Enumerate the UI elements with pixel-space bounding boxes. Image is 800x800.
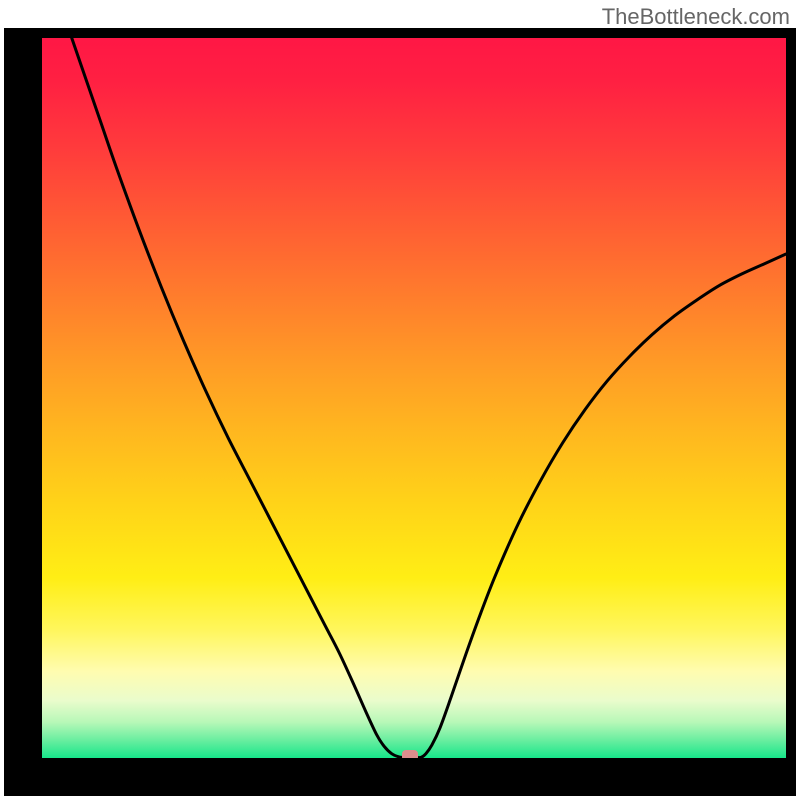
curve-path: [72, 38, 786, 758]
plot-border: [4, 28, 796, 796]
watermark-text: TheBottleneck.com: [602, 4, 790, 30]
optimum-marker: [402, 750, 418, 758]
plot-area: [42, 38, 786, 758]
chart-frame: TheBottleneck.com: [0, 0, 800, 800]
bottleneck-curve: [42, 38, 786, 758]
